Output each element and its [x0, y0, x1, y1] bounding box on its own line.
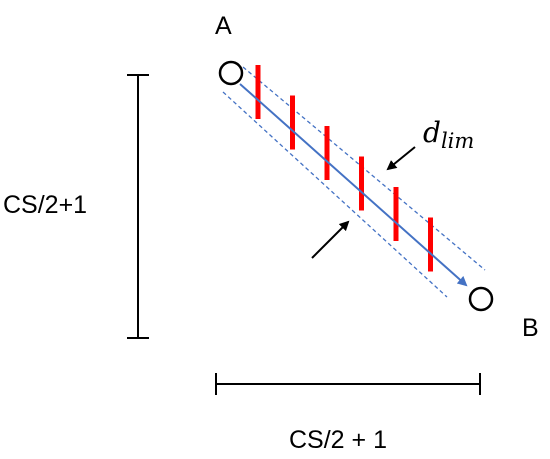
limit-pointer-arrow-lower	[311, 220, 350, 259]
corridor-lower-boundary	[222, 91, 448, 298]
vertical-dimension-bar	[127, 74, 149, 339]
horizontal-dimension-label: CS/2 + 1	[289, 426, 387, 454]
limit-distance-label: dlim	[423, 116, 474, 153]
point-a-circle	[218, 60, 244, 86]
path-arrow	[239, 83, 468, 287]
tick-marks	[255, 65, 433, 272]
horizontal-dimension-bar	[215, 373, 481, 395]
point-a-label: A	[215, 12, 232, 40]
point-b-circle	[468, 286, 494, 312]
limit-distance-subscript: lim	[441, 129, 474, 153]
point-b-label: B	[522, 314, 539, 342]
limit-pointer-arrow-upper	[386, 146, 416, 171]
limit-distance-symbol: d	[423, 116, 441, 149]
vertical-dimension-label: CS/2+1	[3, 191, 87, 219]
